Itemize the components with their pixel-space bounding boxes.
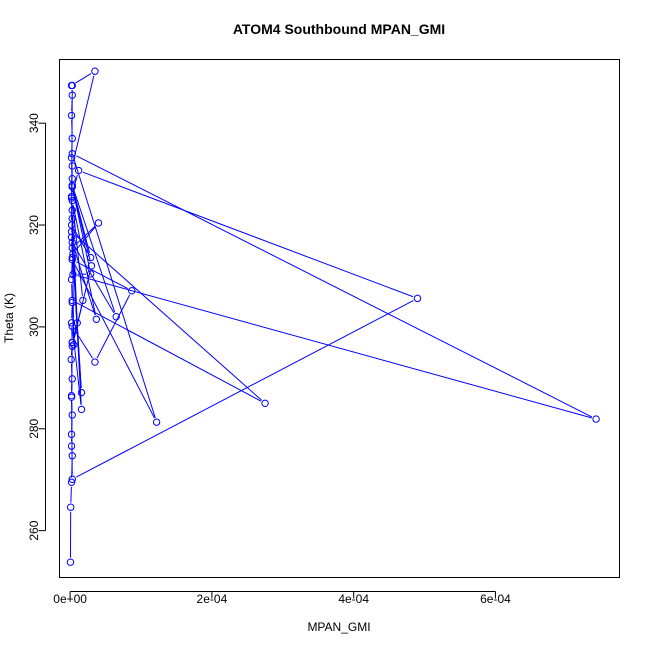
- y-tick-label: 260: [27, 520, 41, 540]
- data-point: [67, 154, 76, 162]
- x-axis-label: MPAN_GMI: [307, 620, 370, 634]
- data-point: [67, 275, 76, 284]
- series-line-segment: [72, 304, 83, 342]
- data-point: [68, 342, 76, 350]
- data-point: [67, 355, 75, 364]
- data-point: [67, 111, 76, 120]
- data-point: [68, 375, 76, 383]
- data-point: [92, 315, 101, 323]
- data-point: [79, 296, 87, 305]
- series-line-segment: [72, 204, 96, 315]
- x-tick-label: 6e-04: [480, 592, 511, 606]
- data-point: [68, 296, 76, 305]
- data-point: [68, 91, 76, 99]
- data-point: [73, 319, 81, 327]
- series-line-segment: [73, 228, 89, 254]
- y-tick-label: 340: [27, 113, 41, 133]
- plot-frame: [59, 59, 620, 578]
- data-point: [67, 319, 76, 327]
- series-line-segment: [77, 275, 592, 419]
- y-tick-label: 280: [27, 418, 41, 438]
- data-point: [67, 430, 76, 439]
- data-point: [261, 399, 269, 408]
- data-point: [66, 558, 75, 566]
- series-line-segment: [72, 75, 95, 162]
- data-point: [67, 221, 76, 229]
- series-line-segment: [71, 90, 73, 221]
- series-line-segment: [75, 73, 92, 84]
- data-point: [94, 219, 103, 227]
- y-axis: 260 280 300 320 340: [27, 113, 46, 541]
- data-point: [112, 313, 120, 321]
- data-point: [68, 81, 76, 90]
- data-point: [68, 253, 76, 262]
- series-line-segment: [72, 189, 91, 254]
- data-point: [68, 206, 76, 214]
- series-line-segment: [76, 300, 414, 478]
- data-point: [86, 270, 95, 278]
- data-point: [91, 358, 99, 366]
- data-point: [68, 196, 76, 205]
- chart-title: ATOM4 Southbound MPAN_GMI: [233, 21, 445, 37]
- series-line-segment: [76, 155, 593, 418]
- x-axis: 0e+00 2e-04 4e-04 6e-04: [53, 591, 511, 606]
- data-point: [69, 341, 78, 349]
- series-line-segment: [74, 330, 93, 359]
- data-point: [592, 415, 600, 423]
- series-line-segment: [72, 191, 91, 270]
- series-line-segment: [73, 189, 116, 313]
- data-point: [68, 150, 76, 158]
- data-point: [74, 166, 83, 175]
- data-point: [67, 442, 76, 450]
- data-point: [68, 255, 76, 264]
- series-line-segment: [73, 157, 156, 418]
- x-tick-label: 4e-04: [338, 592, 369, 606]
- series-line-segment: [96, 294, 131, 359]
- series-line-segment: [82, 171, 414, 298]
- data-point: [68, 162, 76, 170]
- y-axis-label: Theta (K): [2, 293, 16, 343]
- series-line-segment: [70, 486, 72, 503]
- series-layer: [66, 67, 600, 566]
- data-point: [413, 294, 422, 303]
- data-point: [77, 405, 86, 414]
- data-point: [67, 503, 75, 511]
- data-point: [77, 388, 86, 397]
- data-point: [68, 134, 76, 143]
- y-tick-label: 300: [27, 317, 41, 337]
- data-point: [68, 244, 76, 252]
- series-line-segment: [73, 263, 155, 419]
- x-tick-label: 0e+00: [53, 592, 87, 606]
- series-line-segment: [74, 246, 115, 314]
- series-line-segment: [71, 346, 73, 392]
- x-tick-label: 2e-04: [197, 592, 228, 606]
- series-line-segment: [72, 258, 82, 405]
- data-point: [68, 298, 76, 307]
- data-point: [69, 270, 77, 279]
- data-point: [68, 322, 76, 331]
- data-point: [68, 238, 76, 247]
- data-point: [87, 262, 96, 270]
- data-point: [68, 452, 76, 460]
- data-point: [67, 192, 76, 201]
- series-line-segment: [72, 191, 91, 262]
- data-point: [152, 418, 161, 426]
- data-point: [67, 391, 76, 400]
- data-point: [67, 478, 76, 486]
- data-point: [68, 411, 76, 419]
- data-point: [86, 253, 95, 262]
- series-line-segment: [73, 246, 96, 316]
- data-point: [68, 475, 76, 483]
- series-line-segment: [76, 302, 262, 402]
- data-point: [91, 67, 99, 75]
- data-point: [128, 287, 136, 295]
- data-point: [67, 233, 76, 241]
- y-tick-label: 320: [27, 215, 41, 235]
- data-point: [68, 181, 76, 190]
